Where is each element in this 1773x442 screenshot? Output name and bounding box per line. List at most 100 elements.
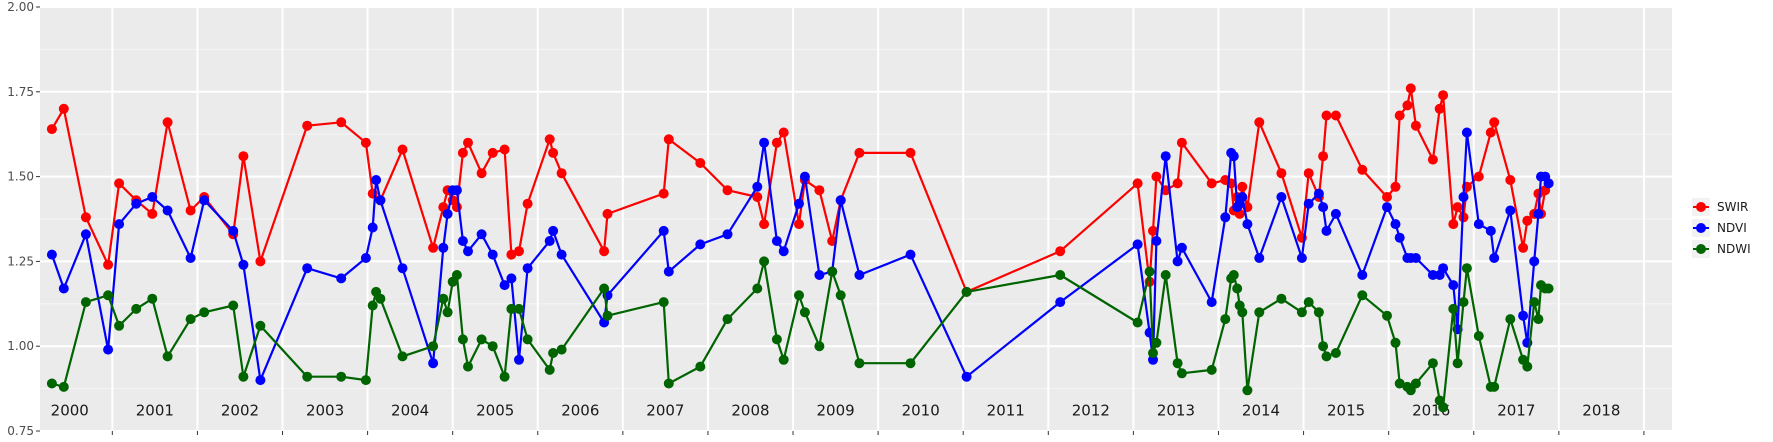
data-point-ndvi	[375, 195, 386, 206]
year-label: 2018	[1582, 402, 1620, 420]
data-point-ndvi	[506, 273, 517, 284]
data-point-ndwi	[1276, 293, 1287, 304]
data-point-ndvi	[476, 229, 487, 240]
data-point-swir	[771, 137, 782, 148]
data-point-ndvi	[442, 208, 453, 219]
year-label: 2001	[136, 402, 174, 420]
year-label: 2014	[1242, 402, 1280, 420]
data-point-ndvi	[1303, 198, 1314, 209]
data-point-ndwi	[367, 300, 378, 311]
data-point-ndwi	[457, 334, 468, 345]
data-point-ndvi	[1330, 208, 1341, 219]
data-point-swir	[522, 198, 533, 209]
data-point-swir	[147, 208, 158, 219]
data-point-swir	[1321, 110, 1332, 121]
data-point-ndvi	[961, 371, 972, 382]
year-label: 2007	[646, 402, 684, 420]
data-point-ndwi	[1473, 331, 1484, 341]
data-point-ndvi	[147, 192, 158, 202]
data-point-ndvi	[499, 280, 510, 291]
data-point-swir	[1206, 178, 1217, 189]
data-point-swir	[397, 144, 408, 155]
data-point-ndvi	[522, 263, 533, 274]
data-point-ndvi	[199, 195, 210, 206]
data-point-ndwi	[487, 341, 498, 352]
y-tick-label: 1.75	[7, 85, 34, 99]
data-point-ndwi	[238, 371, 249, 382]
data-point-ndvi	[463, 246, 473, 257]
data-point-swir	[1489, 117, 1500, 128]
data-point-swir	[1473, 171, 1484, 182]
year-label: 2003	[306, 402, 344, 420]
data-point-ndvi	[103, 344, 114, 355]
data-point-ndwi	[1148, 348, 1158, 358]
data-point-ndwi	[375, 293, 386, 304]
x-axis: 2000 2001 2002 2003 2004 2005 2006 2007 2008 2009…	[51, 402, 1645, 435]
data-point-ndvi	[1543, 178, 1554, 189]
data-point-ndvi	[1276, 192, 1287, 202]
data-point-swir	[1357, 164, 1368, 175]
data-point-ndwi	[1427, 358, 1438, 369]
data-point-swir	[360, 137, 371, 148]
data-point-ndvi	[302, 263, 313, 274]
data-point-swir	[794, 219, 804, 230]
data-point-ndvi	[438, 242, 449, 253]
data-point-swir	[1303, 168, 1314, 179]
data-point-ndvi	[255, 375, 266, 386]
data-point-ndvi	[835, 195, 846, 206]
data-point-swir	[1518, 242, 1529, 253]
data-point-swir	[499, 144, 510, 155]
data-point-ndwi	[778, 354, 789, 365]
data-point-ndwi	[302, 371, 313, 382]
data-point-ndwi	[544, 364, 555, 375]
data-point-ndwi	[336, 371, 347, 382]
data-point-ndvi	[1485, 225, 1496, 236]
legend-label: NDWI	[1717, 242, 1751, 256]
year-label: 2015	[1327, 402, 1365, 420]
data-point-ndwi	[1357, 290, 1368, 301]
data-point-swir	[1148, 225, 1158, 236]
data-point-swir	[457, 147, 468, 158]
data-point-ndvi	[1410, 253, 1421, 263]
data-point-ndwi	[961, 286, 972, 297]
data-point-ndwi	[854, 358, 865, 369]
data-point-ndwi	[438, 293, 449, 304]
data-point-ndvi	[1489, 253, 1500, 263]
data-point-ndwi	[451, 270, 462, 280]
data-point-ndwi	[905, 358, 916, 369]
data-point-swir	[1237, 181, 1248, 192]
data-point-ndwi	[752, 283, 763, 294]
data-point-ndwi	[835, 290, 846, 301]
data-point-ndwi	[1254, 307, 1265, 318]
data-point-swir	[1452, 202, 1463, 213]
data-point-ndwi	[499, 371, 510, 382]
data-point-swir	[1390, 181, 1401, 192]
data-point-ndvi	[131, 198, 142, 209]
data-point-ndwi	[827, 266, 838, 277]
data-point-ndvi	[722, 229, 733, 240]
data-point-ndvi	[1448, 280, 1459, 291]
data-point-swir	[663, 134, 674, 145]
data-point-ndwi	[476, 334, 487, 345]
data-point-ndvi	[814, 270, 825, 280]
data-point-swir	[1172, 178, 1183, 189]
legend-label: SWIR	[1717, 200, 1748, 214]
legend-key-point	[1696, 202, 1706, 212]
data-point-ndwi	[131, 303, 142, 314]
data-point-swir	[752, 192, 763, 202]
data-point-swir	[80, 212, 91, 223]
data-point-ndwi	[1318, 341, 1329, 352]
data-point-ndvi	[46, 249, 57, 260]
data-point-ndvi	[1220, 212, 1231, 223]
data-point-ndvi	[367, 222, 378, 233]
data-point-swir	[46, 124, 57, 135]
data-point-swir	[1394, 110, 1405, 121]
legend: SWIR NDVI NDWI	[1692, 198, 1751, 258]
data-point-ndwi	[1390, 337, 1401, 348]
data-point-swir	[1505, 175, 1516, 185]
data-point-ndwi	[80, 297, 91, 308]
data-point-swir	[1055, 246, 1066, 257]
data-point-ndvi	[1382, 202, 1392, 213]
data-point-ndvi	[556, 249, 567, 260]
data-point-swir	[103, 259, 114, 270]
